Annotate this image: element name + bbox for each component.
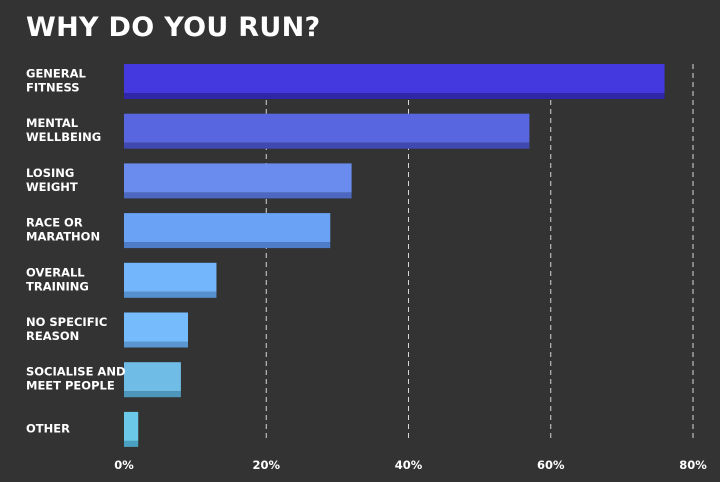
category-label: SOCIALISE AND MEET PEOPLE	[26, 365, 126, 393]
category-label: OTHER	[26, 421, 70, 435]
x-tick-label: 60%	[537, 458, 565, 472]
bar-shadow	[124, 192, 352, 199]
category-label: RACE OR MARATHON	[26, 216, 100, 244]
bar-shadow	[124, 142, 530, 149]
bar-shadow	[124, 440, 139, 447]
bar	[124, 113, 530, 143]
bar	[124, 64, 665, 93]
bar-shadow	[124, 291, 217, 298]
x-tick-label: 20%	[252, 458, 280, 472]
category-label: MENTAL WELLBEING	[26, 116, 101, 144]
bar-shadow	[124, 341, 189, 348]
bar	[124, 262, 217, 292]
bar	[124, 362, 181, 392]
bar-shadow	[124, 391, 181, 398]
category-label: OVERALL TRAINING	[26, 265, 89, 293]
bar	[124, 312, 189, 342]
bar	[124, 163, 352, 193]
chart-title: WHY DO YOU RUN?	[26, 12, 321, 43]
category-label: NO SPECIFIC REASON	[26, 315, 107, 343]
bar	[124, 213, 331, 243]
x-tick-label: 0%	[114, 458, 134, 472]
bar-shadow	[124, 93, 665, 99]
category-label: LOSING WEIGHT	[26, 166, 78, 194]
bar	[124, 411, 139, 441]
bar-shadow	[124, 242, 331, 249]
x-tick-label: 40%	[395, 458, 423, 472]
x-tick-label: 80%	[679, 458, 707, 472]
category-label: GENERAL FITNESS	[26, 67, 87, 95]
